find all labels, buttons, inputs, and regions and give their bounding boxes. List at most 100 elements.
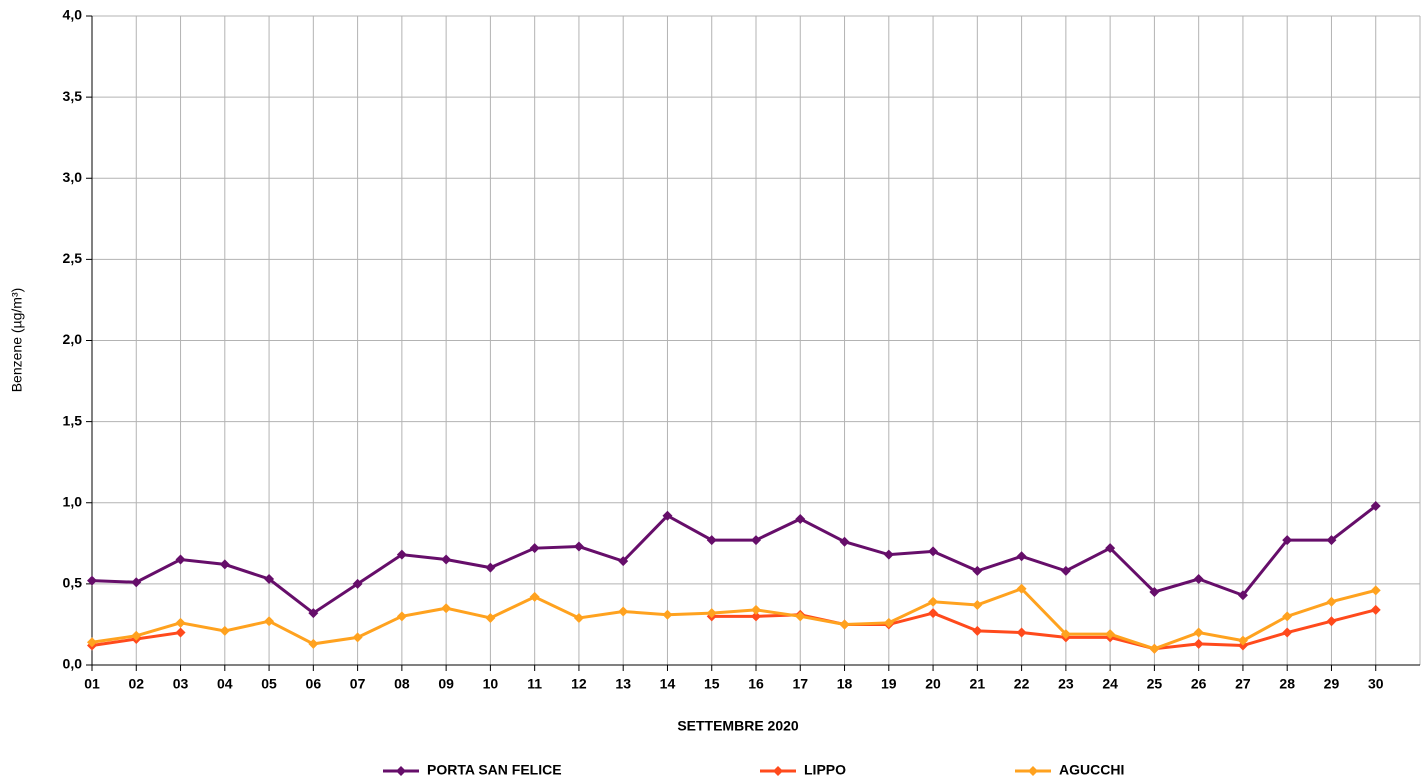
y-tick-label: 2,5 bbox=[63, 250, 83, 266]
x-tick-label: 08 bbox=[394, 676, 410, 692]
x-tick-label: 24 bbox=[1102, 676, 1118, 692]
data-point bbox=[1105, 543, 1116, 554]
x-tick-label: 04 bbox=[217, 676, 233, 692]
data-point bbox=[1370, 500, 1381, 511]
legend-label: LIPPO bbox=[804, 762, 846, 778]
data-point bbox=[839, 536, 850, 547]
data-point bbox=[1282, 535, 1293, 546]
data-point bbox=[1326, 535, 1337, 546]
data-point bbox=[1370, 585, 1381, 596]
data-point bbox=[352, 632, 363, 643]
data-point bbox=[175, 554, 186, 565]
data-point bbox=[573, 541, 584, 552]
data-point bbox=[1193, 574, 1204, 585]
data-point bbox=[751, 604, 761, 615]
x-tick-label: 07 bbox=[350, 676, 366, 692]
data-point bbox=[1237, 635, 1248, 646]
data-point bbox=[1282, 611, 1293, 622]
legend-marker bbox=[396, 766, 406, 776]
x-tick-label: 30 bbox=[1368, 676, 1384, 692]
x-tick-label: 27 bbox=[1235, 676, 1251, 692]
x-tick-label: 09 bbox=[438, 676, 454, 692]
legend-label: AGUCCHI bbox=[1059, 762, 1124, 778]
data-point bbox=[1193, 638, 1204, 649]
data-point bbox=[1105, 629, 1116, 640]
data-point bbox=[662, 510, 673, 521]
x-axis-label: SETTEMBRE 2020 bbox=[677, 718, 799, 734]
data-point bbox=[883, 617, 894, 628]
x-tick-label: 25 bbox=[1147, 676, 1163, 692]
data-point bbox=[706, 608, 717, 619]
y-tick-label: 2,0 bbox=[63, 331, 83, 347]
data-point bbox=[795, 513, 806, 524]
data-point bbox=[928, 608, 939, 619]
data-point bbox=[1237, 590, 1248, 601]
data-point bbox=[706, 535, 717, 546]
data-point bbox=[1016, 551, 1027, 562]
data-point bbox=[573, 612, 584, 623]
data-point bbox=[264, 616, 275, 627]
data-point bbox=[131, 577, 142, 588]
data-point bbox=[1370, 604, 1381, 615]
data-point bbox=[883, 549, 894, 560]
data-point bbox=[485, 612, 496, 623]
data-point bbox=[219, 625, 230, 636]
data-point bbox=[1149, 643, 1160, 654]
x-tick-label: 26 bbox=[1191, 676, 1207, 692]
data-point bbox=[308, 608, 319, 619]
data-point bbox=[1149, 586, 1160, 597]
data-point bbox=[529, 543, 540, 554]
data-point bbox=[751, 611, 761, 622]
data-point bbox=[972, 625, 983, 636]
data-point bbox=[175, 627, 186, 638]
x-tick-label: 19 bbox=[881, 676, 897, 692]
y-tick-label: 4,0 bbox=[63, 7, 83, 23]
data-point bbox=[396, 549, 407, 560]
data-point bbox=[1060, 565, 1071, 576]
x-tick-label: 06 bbox=[306, 676, 322, 692]
y-tick-label: 1,5 bbox=[63, 412, 83, 428]
data-point bbox=[618, 606, 629, 617]
x-tick-label: 28 bbox=[1279, 676, 1295, 692]
x-tick-label: 03 bbox=[173, 676, 189, 692]
data-point bbox=[219, 559, 230, 570]
x-tick-label: 22 bbox=[1014, 676, 1030, 692]
data-point bbox=[175, 617, 186, 628]
data-point bbox=[1193, 627, 1204, 638]
data-point bbox=[131, 630, 142, 641]
data-point bbox=[485, 562, 496, 573]
y-tick-label: 0,5 bbox=[63, 575, 83, 591]
x-tick-label: 20 bbox=[925, 676, 941, 692]
data-point bbox=[1326, 596, 1337, 607]
x-tick-label: 15 bbox=[704, 676, 720, 692]
data-point bbox=[795, 611, 806, 622]
y-axis-label: Benzene (µg/m³) bbox=[9, 288, 25, 393]
data-point bbox=[87, 637, 97, 648]
data-point bbox=[839, 619, 850, 630]
data-point bbox=[928, 596, 939, 607]
data-point bbox=[928, 546, 939, 557]
x-tick-label: 18 bbox=[837, 676, 853, 692]
data-point bbox=[308, 638, 319, 649]
data-point bbox=[1060, 629, 1071, 640]
data-point bbox=[618, 556, 629, 567]
legend-marker bbox=[1028, 766, 1038, 776]
y-tick-label: 3,5 bbox=[63, 88, 83, 104]
data-point bbox=[1326, 616, 1337, 627]
data-point bbox=[264, 574, 275, 585]
data-point bbox=[441, 554, 452, 565]
x-tick-label: 16 bbox=[748, 676, 764, 692]
y-tick-label: 1,0 bbox=[63, 493, 83, 509]
y-tick-label: 3,0 bbox=[63, 169, 83, 185]
data-point bbox=[87, 575, 97, 586]
series-line bbox=[91, 504, 1377, 615]
data-point bbox=[441, 603, 452, 614]
x-tick-label: 12 bbox=[571, 676, 587, 692]
x-tick-label: 23 bbox=[1058, 676, 1074, 692]
x-tick-label: 11 bbox=[527, 676, 542, 692]
y-tick-label: 0,0 bbox=[63, 656, 83, 672]
x-tick-label: 10 bbox=[483, 676, 499, 692]
x-tick-label: 14 bbox=[660, 676, 676, 692]
data-point bbox=[751, 535, 761, 546]
